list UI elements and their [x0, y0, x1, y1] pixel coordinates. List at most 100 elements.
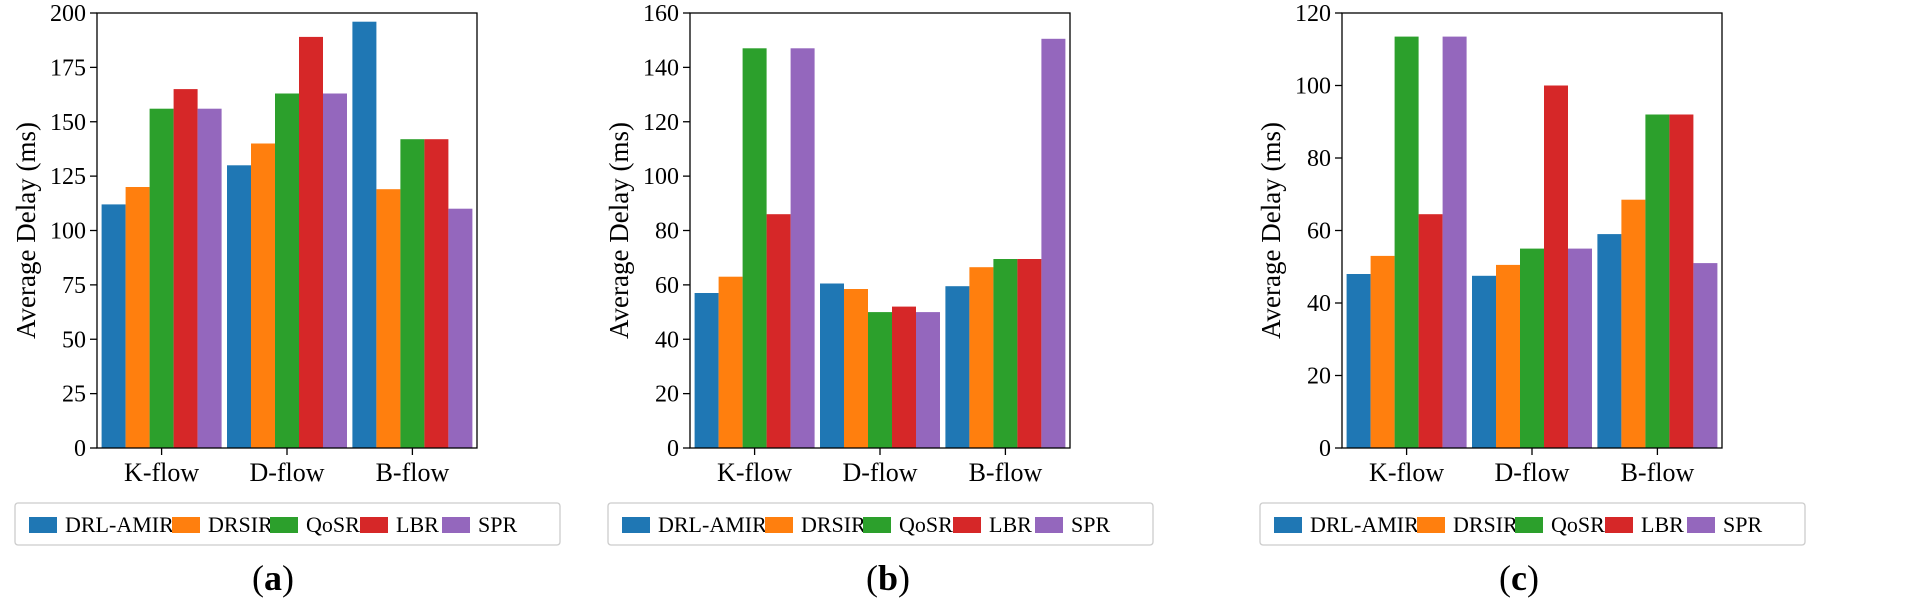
y-tick-label: 100: [643, 164, 679, 190]
bar-b-qosr-d-flow: [868, 312, 892, 448]
y-tick-label: 0: [667, 436, 679, 462]
bar-a-lbr-b-flow: [424, 139, 449, 448]
legend-swatch-spr: [1687, 517, 1715, 533]
y-tick-label: 80: [1307, 146, 1331, 172]
y-tick-label: 20: [655, 382, 679, 408]
bar-a-lbr-k-flow: [173, 89, 198, 448]
bar-c-drsir-b-flow: [1621, 199, 1646, 448]
legend: DRL-AMIR DRSIR QoSR LBR SPR: [607, 502, 1154, 546]
legend-label-spr: SPR: [1071, 512, 1110, 537]
bar-c-qosr-d-flow: [1520, 248, 1544, 448]
legend-swatch-qosr: [1515, 517, 1543, 533]
legend-label-drsir: DRSIR: [801, 512, 866, 537]
bar-a-drl-amir-k-flow: [101, 204, 126, 448]
legend-label-qosr: QoSR: [899, 512, 953, 537]
bar-c-drl-amir-b-flow: [1597, 234, 1622, 448]
bar-a-drsir-b-flow: [376, 189, 401, 448]
bar-a-spr-d-flow: [323, 93, 347, 448]
bar-c-drl-amir-d-flow: [1472, 275, 1496, 448]
legend-swatch-spr: [442, 517, 470, 533]
legend-label-lbr: LBR: [396, 512, 439, 537]
y-tick-label: 60: [1307, 219, 1331, 245]
y-tick-label: 100: [50, 219, 86, 245]
x-tick-label: D-flow: [249, 458, 324, 487]
legend-swatch-lbr: [953, 517, 981, 533]
bar-c-lbr-d-flow: [1544, 85, 1568, 448]
x-tick-label: B-flow: [376, 458, 450, 487]
y-tick-label: 200: [50, 1, 86, 27]
bar-a-drsir-k-flow: [125, 187, 150, 448]
bar-b-drl-amir-b-flow: [945, 286, 970, 448]
legend-swatch-drl-amir: [1274, 517, 1302, 533]
bar-c-spr-b-flow: [1693, 263, 1718, 448]
bar-b-spr-k-flow: [790, 48, 815, 449]
x-tick-label: K-flow: [124, 458, 199, 487]
legend-label-spr: SPR: [478, 512, 517, 537]
bar-c-drsir-d-flow: [1496, 264, 1520, 448]
panel-letter: c: [1511, 558, 1527, 598]
legend-label-drsir: DRSIR: [208, 512, 273, 537]
bar-b-qosr-k-flow: [742, 48, 767, 449]
legend-label-drl-amir: DRL-AMIR: [65, 512, 174, 537]
y-tick-label: 140: [643, 55, 679, 81]
legend-swatch-spr: [1035, 517, 1063, 533]
bar-c-qosr-b-flow: [1645, 114, 1670, 448]
legend-swatch-qosr: [270, 517, 298, 533]
bar-b-qosr-b-flow: [993, 259, 1018, 448]
legend-swatch-drsir: [172, 517, 200, 533]
legend-label-spr: SPR: [1723, 512, 1762, 537]
y-tick-label: 60: [655, 273, 679, 299]
legend-swatch-lbr: [1605, 517, 1633, 533]
y-axis-label: Average Delay (ms): [604, 122, 634, 339]
y-tick-label: 80: [655, 219, 679, 245]
panel-label: (a): [252, 558, 294, 598]
bar-b-lbr-b-flow: [1017, 259, 1042, 448]
bar-b-drl-amir-k-flow: [694, 293, 719, 448]
chart-panel-b: 0 20 40 60 80 100 120 140 160 K-flow D-flow B-flow A…: [604, 1, 1154, 598]
y-tick-label: 25: [62, 382, 86, 408]
y-tick-label: 150: [50, 110, 86, 136]
x-tick-label: B-flow: [969, 458, 1043, 487]
x-tick-label: D-flow: [842, 458, 917, 487]
y-tick-label: 175: [50, 55, 86, 81]
bar-a-drl-amir-b-flow: [352, 21, 377, 448]
bar-b-drsir-b-flow: [969, 267, 994, 448]
y-tick-label: 120: [643, 110, 679, 136]
bar-b-drsir-k-flow: [718, 276, 743, 448]
bar-b-lbr-k-flow: [766, 214, 791, 448]
bar-c-spr-k-flow: [1442, 36, 1467, 448]
x-tick-label: K-flow: [717, 458, 792, 487]
bar-a-drsir-d-flow: [251, 143, 275, 448]
y-tick-label: 75: [62, 273, 86, 299]
legend-swatch-drl-amir: [622, 517, 650, 533]
bar-b-spr-b-flow: [1041, 38, 1066, 449]
y-tick-label: 50: [62, 327, 86, 353]
y-tick-label: 0: [74, 436, 86, 462]
legend-swatch-qosr: [863, 517, 891, 533]
legend-label-drl-amir: DRL-AMIR: [658, 512, 767, 537]
bar-a-spr-k-flow: [197, 108, 222, 448]
legend-label-lbr: LBR: [989, 512, 1032, 537]
bar-b-spr-d-flow: [916, 312, 940, 448]
chart-panel-c: 0 20 40 60 80 100 120 K-flow D-flow B-flow Average…: [1256, 1, 1806, 598]
y-axis-label: Average Delay (ms): [1256, 122, 1286, 339]
bar-c-spr-d-flow: [1568, 248, 1592, 448]
bar-a-spr-b-flow: [448, 208, 473, 448]
legend: DRL-AMIR DRSIR QoSR LBR SPR: [1259, 502, 1806, 546]
y-tick-label: 40: [1307, 291, 1331, 317]
bar-c-drsir-k-flow: [1370, 255, 1395, 448]
bar-c-lbr-b-flow: [1669, 114, 1694, 448]
bar-b-lbr-d-flow: [892, 306, 916, 448]
panel-label: (b): [866, 558, 910, 598]
legend-label-lbr: LBR: [1641, 512, 1684, 537]
legend-label-drsir: DRSIR: [1453, 512, 1518, 537]
legend-label-qosr: QoSR: [1551, 512, 1605, 537]
legend-swatch-drl-amir: [29, 517, 57, 533]
legend-label-drl-amir: DRL-AMIR: [1310, 512, 1419, 537]
y-tick-label: 125: [50, 164, 86, 190]
bar-b-drl-amir-d-flow: [820, 283, 844, 448]
y-tick-label: 120: [1295, 1, 1331, 27]
y-axis-label: Average Delay (ms): [11, 122, 41, 339]
bar-a-qosr-b-flow: [400, 139, 425, 448]
